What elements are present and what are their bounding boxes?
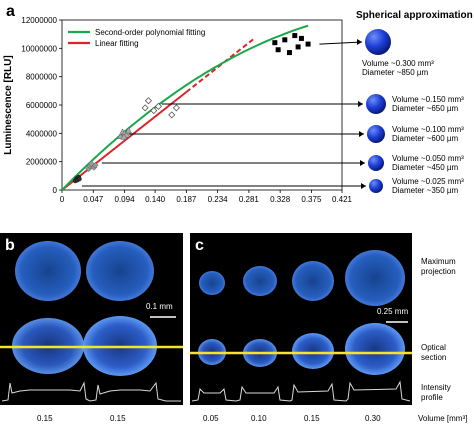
y-tick-label: 12000000: [21, 16, 57, 25]
legend-label: Second-order polynomial fitting: [95, 28, 205, 37]
data-point: [150, 107, 158, 115]
pointer-arrowhead: [360, 160, 365, 166]
volume-label-b1: 0.15: [37, 414, 53, 423]
data-point: [125, 126, 132, 134]
x-tick-label: 0.375: [301, 195, 322, 204]
panel-c-micrographs: c 0.25 mm: [190, 233, 412, 405]
data-point: [305, 41, 311, 47]
x-tick-label: 0.140: [145, 195, 166, 204]
luminescence-chart: a 0 2000000 4000000 6000000 8000000 10000000 1…: [3, 3, 473, 204]
intensity-profile-c: [191, 380, 411, 402]
volume-label-b2: 0.15: [110, 414, 126, 423]
sphere-icon: [368, 155, 384, 171]
panel-b-image: [0, 241, 183, 402]
data-point: [292, 33, 298, 39]
sphere-volume-label: Volume ~0.150 mm³: [392, 95, 464, 104]
data-point: [87, 160, 95, 168]
pointer-arrowhead: [359, 131, 364, 137]
micrograph-b1-projection: [15, 241, 81, 301]
row-label-optical-section: Optical section: [421, 343, 447, 362]
volume-label-c4: 0.30: [365, 414, 381, 423]
intensity-profile-b: [1, 381, 181, 402]
data-point: [286, 50, 292, 56]
y-tick-label: 4000000: [26, 129, 58, 138]
volume-axis-label: Volume [mm³]: [418, 414, 468, 423]
legend-label: Linear fitting: [95, 39, 139, 48]
scale-bar-b-label: 0.1 mm: [146, 302, 173, 311]
x-tick-label: 0.281: [239, 195, 260, 204]
y-axis-label: Luminescence [RLU]: [3, 55, 14, 154]
sphere-diameter-label: Diameter ~600 µm: [392, 134, 459, 143]
pointer-arrowhead: [357, 39, 362, 45]
data-point: [76, 176, 82, 182]
scale-bar-c-label: 0.25 mm: [377, 307, 409, 316]
sphere-diameter-label: Diameter ~450 µm: [392, 163, 459, 172]
sphere-volume-label: Volume ~0.300 mm³: [362, 59, 434, 68]
x-tick-label: 0: [60, 195, 65, 204]
micrograph-b2-projection: [86, 241, 154, 301]
pointer-arrow-line: [319, 41, 363, 45]
data-point: [295, 44, 301, 50]
panel-label-b: b: [5, 237, 15, 254]
micrograph-c1-projection: [199, 271, 225, 295]
row-label-max-projection: Maximum projection: [421, 257, 456, 276]
volume-label-c2: 0.10: [251, 414, 267, 423]
sphere-icon: [366, 94, 386, 114]
y-tick-label: 0: [53, 186, 58, 195]
sphere-icon: [365, 29, 391, 55]
data-point: [272, 40, 278, 46]
micrograph-c3-projection: [292, 261, 334, 301]
panel-label-c: c: [195, 237, 204, 254]
data-point: [168, 111, 176, 119]
pointer-arrowhead: [361, 183, 366, 189]
micrograph-c2-projection: [243, 266, 277, 296]
x-tick-label: 0.234: [208, 195, 229, 204]
data-point: [275, 47, 281, 53]
y-tick-label: 6000000: [26, 101, 58, 110]
data-point: [141, 104, 149, 112]
chart-legend: Second-order polynomial fitting Linear fi…: [68, 28, 205, 48]
data-point: [144, 97, 152, 105]
data-point: [154, 102, 162, 110]
pointer-arrowhead: [358, 101, 363, 107]
sphere-diameter-label: Diameter ~650 µm: [392, 104, 459, 113]
micrograph-c4-projection: [345, 250, 405, 306]
sphere-volume-label: Volume ~0.025 mm³: [392, 177, 464, 186]
x-tick-label: 0.187: [176, 195, 197, 204]
volume-label-c3: 0.15: [304, 414, 320, 423]
data-point: [298, 35, 304, 41]
y-tick-label: 10000000: [21, 44, 57, 53]
sphere-volume-label: Volume ~0.100 mm³: [392, 125, 464, 134]
sphere-icon: [367, 125, 385, 143]
row-label-intensity-profile: Intensity profile: [421, 383, 451, 402]
y-tick-label: 2000000: [26, 158, 58, 167]
sphere-volume-label: Volume ~0.050 mm³: [392, 154, 464, 163]
sphere-icon: [369, 179, 383, 193]
data-point: [120, 133, 128, 140]
x-tick-label: 0.047: [83, 195, 104, 204]
y-tick-label: 8000000: [26, 73, 58, 82]
sphere-diameter-label: Diameter ~850 µm: [362, 68, 429, 77]
micrograph-c4-section: [345, 323, 405, 375]
panel-c-image: [190, 250, 412, 402]
data-point: [282, 37, 288, 43]
x-tick-label: 0.328: [270, 195, 291, 204]
volume-label-c1: 0.05: [203, 414, 219, 423]
micrograph-c3-section: [292, 333, 334, 369]
panel-b-micrographs: b 0.1 mm: [0, 233, 183, 405]
data-point: [172, 104, 180, 112]
panel-label-a: a: [6, 3, 15, 20]
x-tick-label: 0.421: [332, 195, 353, 204]
x-tick-label: 0.094: [115, 195, 136, 204]
spherical-approximation-title: Spherical approximation: [356, 10, 473, 21]
polynomial-fit-curve: [61, 24, 309, 191]
sphere-diameter-label: Diameter ~350 µm: [392, 186, 459, 195]
linear-fit-line: [61, 91, 187, 191]
